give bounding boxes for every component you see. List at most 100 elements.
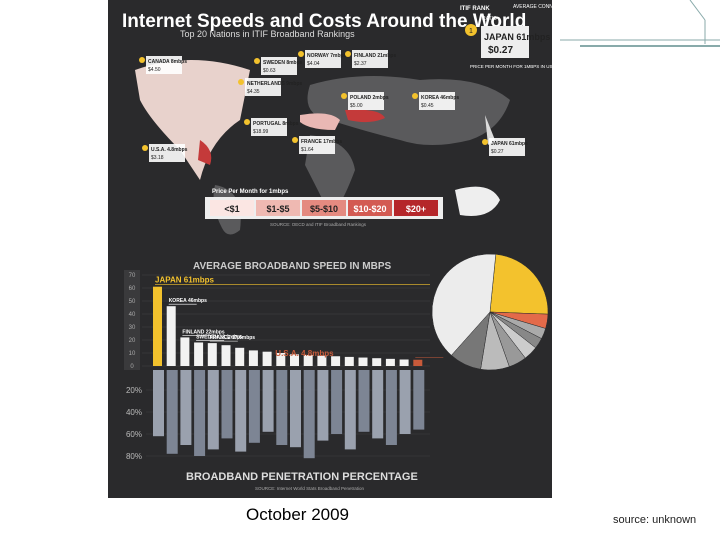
- penetration-bar: [262, 370, 274, 432]
- map-label-name: CANADA 8mbps: [148, 59, 187, 65]
- penetration-bar: [290, 370, 301, 448]
- map-label-box: [251, 118, 287, 136]
- penetration-bar: [207, 370, 219, 450]
- price-band-label: $1-$5: [266, 204, 289, 214]
- speed-bar: [166, 306, 176, 366]
- map-rank-badge: [139, 57, 145, 63]
- pie-slice: [431, 253, 497, 356]
- map-label-price: $18.99: [253, 129, 269, 135]
- slide-source: source: unknown: [613, 514, 697, 526]
- map-rank-badge: [345, 51, 351, 57]
- penetration-bar: [344, 370, 356, 450]
- map-rank-badge: [238, 79, 244, 85]
- map-label-name: JAPAN 61mbps: [491, 141, 528, 147]
- speed-bar: [194, 342, 204, 366]
- map-label-name: SWEDEN 8mbps: [263, 60, 303, 66]
- price-legend: Price Per Month for 1mbps: [212, 189, 289, 195]
- speed-bar: [221, 345, 231, 366]
- map-rank-badge: [142, 145, 148, 151]
- map-rank-badge: [482, 139, 488, 145]
- speed-bar: [248, 350, 258, 366]
- speed-bar: [180, 337, 190, 366]
- map-label-box: [245, 78, 281, 96]
- speed-bar: [358, 357, 368, 366]
- slide-decoration: [560, 0, 720, 47]
- map-label-name: NETHERLANDS 9mbps: [247, 81, 303, 87]
- speed-bar: [317, 355, 327, 366]
- map-label-price: $0.27: [491, 149, 504, 155]
- speed-bar: [385, 358, 395, 366]
- y-tick-label: 10: [129, 351, 136, 357]
- price-band: [394, 200, 438, 216]
- map-label-price: $1.64: [301, 147, 314, 153]
- speed-callout: FINLAND 22mbps: [182, 329, 224, 335]
- penetration-bar: [399, 370, 411, 434]
- speed-bar: [235, 347, 245, 366]
- map-label-price: $4.50: [148, 67, 161, 73]
- y-tick-label: 40: [129, 312, 136, 318]
- map-label-name: KOREA 46mbps: [421, 95, 459, 101]
- penetration-tick-label: 20%: [126, 386, 142, 395]
- speed-bar: [290, 354, 299, 366]
- map-rank-badge: [292, 137, 298, 143]
- map-label-price: $5.00: [350, 103, 363, 109]
- map-label-box: [149, 144, 185, 162]
- map-rank-badge: [254, 58, 260, 64]
- map-label-price: $3.18: [151, 155, 164, 161]
- speed-callout: JAPAN 61mbps: [155, 276, 215, 285]
- speed-bar: [399, 359, 409, 366]
- penetration-source: SOURCE: Internet World Stats Broadband P…: [255, 486, 364, 491]
- price-band-label: $5-$10: [310, 204, 338, 214]
- speed-bar: [372, 358, 382, 366]
- y-tick-label: 0: [130, 364, 134, 370]
- penetration-bar: [317, 370, 329, 441]
- penetration-bar: [221, 370, 233, 439]
- price-band: [256, 200, 300, 216]
- price-band-label: $10-$20: [353, 204, 386, 214]
- map-rank-badge: [298, 51, 304, 57]
- infographic-title: Internet Speeds and Costs Around the Wor…: [122, 11, 526, 32]
- speed-bar: [303, 354, 313, 366]
- price-legend-title: Price Per Month for 1mbps: [212, 189, 289, 195]
- speed-chart-title: AVERAGE BROADBAND SPEED IN MBPS: [193, 261, 391, 272]
- map-label-box: [352, 50, 388, 68]
- penetration-bar: [166, 370, 178, 454]
- map-label-name: U.S.A. 4.8mbps: [151, 147, 188, 153]
- map-source: SOURCE: OECD and ITIF Broadband Rankings: [270, 222, 367, 227]
- penetration-bar: [194, 370, 206, 456]
- slide-caption: October 2009: [246, 505, 350, 524]
- price-band: [210, 200, 254, 216]
- price-band-label: $20+: [406, 204, 426, 214]
- price-band-label: <$1: [224, 204, 239, 214]
- key-country: JAPAN 61mbps: [484, 32, 550, 42]
- map-label-box: [146, 56, 182, 74]
- speed-axis-bg: [124, 270, 140, 370]
- key: ITIF RANK AVERAGE CONNECTION SPEED RATIO…: [460, 4, 591, 69]
- penetration-tick-label: 60%: [126, 430, 142, 439]
- y-tick-label: 60: [129, 286, 136, 292]
- penetration-bar: [276, 370, 288, 445]
- speed-bar: [413, 359, 423, 366]
- map-label-name: PORTUGAL 8mbps: [253, 121, 299, 127]
- penetration-bar: [331, 370, 343, 434]
- key-rank-number: 1: [469, 28, 473, 35]
- map-label-box: [419, 92, 455, 110]
- map-label-box: [348, 92, 384, 110]
- y-tick-label: 30: [129, 325, 136, 331]
- penetration-bar: [153, 370, 164, 437]
- speed-callout: U.S.A. 4.8mbps: [275, 349, 334, 358]
- penetration-bar: [248, 370, 260, 443]
- y-tick-label: 20: [129, 338, 136, 344]
- speed-callout: KOREA 46mbps: [169, 298, 207, 304]
- map-label-name: POLAND 2mbps: [350, 95, 389, 101]
- speed-bar: [344, 356, 354, 366]
- map-label-price: $4.04: [307, 61, 320, 67]
- y-tick-label: 50: [129, 299, 136, 305]
- key-price-note: PRICE PER MONTH FOR 1MBPS IN USD: [470, 64, 557, 69]
- price-band: [348, 200, 392, 216]
- key-speed: AVERAGE CONNECTION SPEED: [513, 4, 591, 10]
- speed-bar: [153, 286, 162, 366]
- penetration-bar: [385, 370, 397, 445]
